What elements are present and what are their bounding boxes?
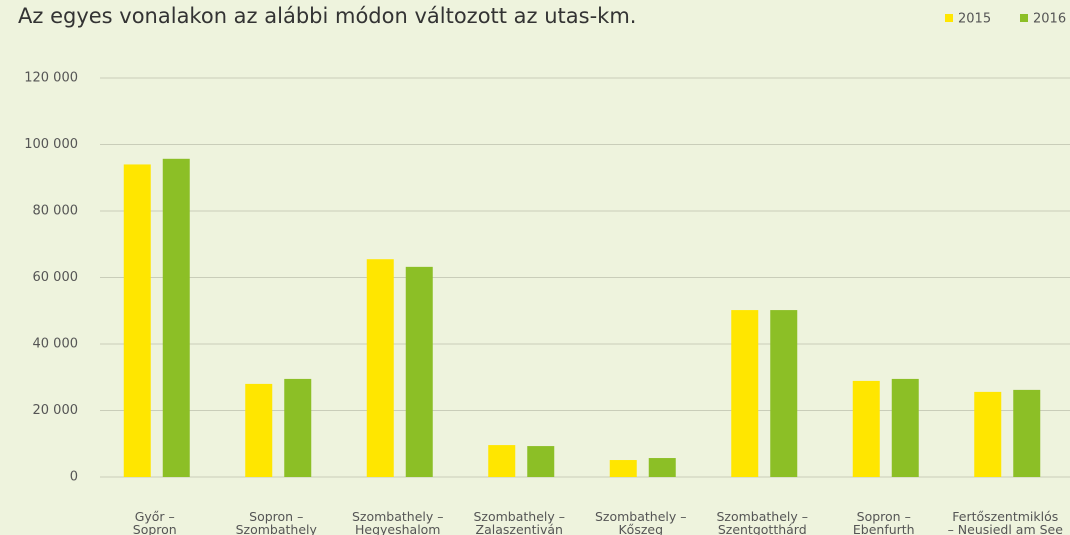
bar (162, 158, 190, 478)
x-tick-label: Szombathely – Kőszeg (595, 509, 687, 535)
legend-label: 2016 (1033, 12, 1066, 27)
y-tick-label: 120 000 (24, 71, 78, 86)
bar (891, 378, 919, 477)
y-tick-label: 100 000 (24, 137, 78, 152)
bar (488, 445, 516, 477)
bar (1013, 389, 1041, 477)
x-tick-line: Sopron – (857, 509, 911, 524)
bar (123, 164, 151, 477)
legend-label: 2015 (958, 12, 991, 27)
y-tick-label: 80 000 (33, 204, 79, 219)
x-tick-line: Sopron (133, 522, 177, 535)
x-tick-label: Szombathely – Zalaszentiván (473, 509, 565, 535)
bar (366, 259, 394, 477)
y-tick-label: 20 000 (33, 403, 79, 418)
bar (770, 310, 798, 477)
x-tick-line: Zalaszentiván (476, 522, 563, 535)
legend-swatch (945, 14, 953, 22)
x-tick-line: Szombathely – (716, 509, 808, 524)
x-tick-line: Sopron – (249, 509, 303, 524)
bar (609, 460, 637, 477)
x-tick-line: Ebenfurth (853, 522, 915, 535)
legend-swatch (1020, 14, 1028, 22)
y-tick-label: 40 000 (33, 337, 79, 352)
y-tick-label: 60 000 (33, 270, 79, 285)
bar (405, 266, 433, 477)
x-tick-line: – Neusiedl am See (948, 522, 1064, 535)
x-tick-line: Szombathely (236, 522, 318, 535)
x-tick-line: Fertőszentmiklós (952, 509, 1058, 524)
chart-title: Az egyes vonalakon az alábbi módon válto… (18, 4, 636, 28)
bar (731, 310, 759, 477)
bar (527, 446, 555, 477)
bar (245, 383, 273, 477)
x-tick-line: Kőszeg (618, 522, 663, 535)
x-tick-label: Sopron – Szombathely (236, 509, 318, 535)
bar (974, 391, 1002, 477)
x-tick-line: Szombathely – (595, 509, 687, 524)
x-tick-label: Győr – Sopron (133, 509, 177, 535)
bar (852, 380, 880, 477)
x-tick-line: Szentgotthárd (718, 522, 807, 535)
x-tick-label: Szombathely – Hegyeshalom (352, 509, 444, 535)
x-tick-label: Szombathely – Szentgotthárd (716, 509, 808, 535)
x-tick-line: Hegyeshalom (355, 522, 441, 535)
bar (284, 378, 312, 477)
x-tick-label: Fertőszentmiklós – Neusiedl am See (948, 509, 1064, 535)
x-tick-line: Szombathely – (352, 509, 444, 524)
x-tick-label: Sopron – Ebenfurth (853, 509, 915, 535)
x-tick-line: Szombathely – (473, 509, 565, 524)
bar (648, 458, 676, 477)
y-tick-label: 0 (70, 470, 78, 485)
x-tick-line: Győr – (135, 509, 175, 524)
